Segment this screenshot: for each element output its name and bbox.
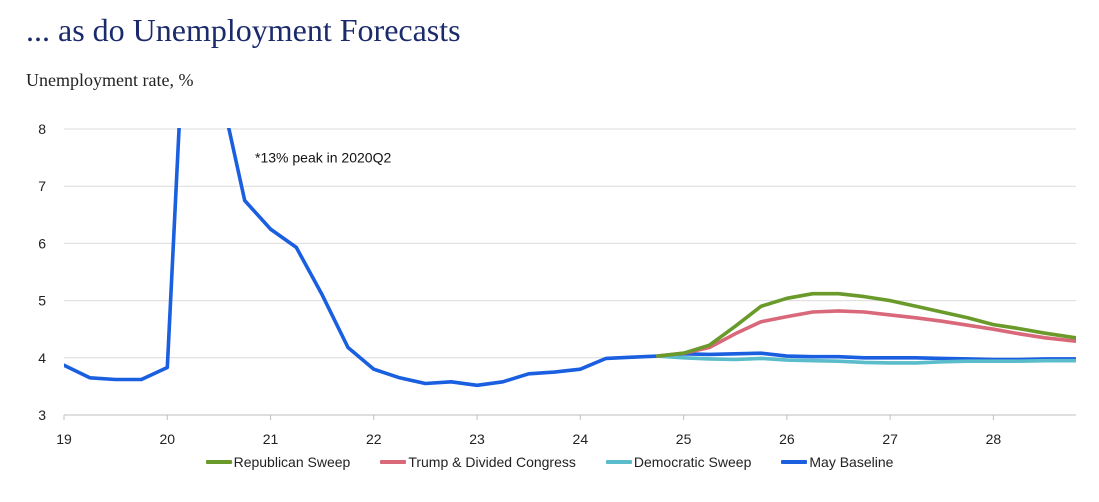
series-line-republican-sweep — [656, 291, 1076, 358]
x-tick-label: 28 — [986, 431, 1002, 447]
legend-label: Democratic Sweep — [633, 454, 752, 470]
x-tick-label: 23 — [469, 431, 485, 447]
legend-label: May Baseline — [809, 454, 894, 470]
series-line-may-baseline — [64, 128, 1076, 388]
y-axis-label: Unemployment rate, % — [26, 70, 194, 90]
y-tick-label: 8 — [38, 121, 46, 137]
legend-item-democratic-sweep: Democratic Sweep — [605, 454, 752, 470]
x-tick-label: 21 — [263, 431, 279, 447]
legend-swatch — [380, 460, 407, 464]
x-tick-label: 22 — [366, 431, 382, 447]
chart-title: ... as do Unemployment Forecasts — [26, 12, 461, 48]
x-tick-label: 24 — [573, 431, 589, 447]
y-tick-label: 7 — [38, 178, 46, 194]
peak-annotation: *13% peak in 2020Q2 — [255, 150, 391, 166]
x-tick-label: 25 — [676, 431, 692, 447]
legend-item-republican-sweep: Republican Sweep — [205, 454, 351, 470]
series-line-democratic-sweep — [656, 354, 1076, 365]
legend-swatch — [781, 460, 808, 464]
legend-label: Trump & Divided Congress — [408, 454, 576, 470]
legend-item-trump-divided-congress: Trump & Divided Congress — [380, 454, 576, 470]
y-tick-label: 4 — [38, 350, 46, 366]
x-tick-label: 26 — [779, 431, 795, 447]
chart-legend: Republican Sweep Trump & Divided Congress… — [0, 454, 1099, 470]
x-tick-label: 27 — [882, 431, 898, 447]
y-tick-label: 5 — [38, 293, 46, 309]
x-tick-label: 20 — [159, 431, 175, 447]
series-line-trump-divided-congress — [656, 309, 1076, 358]
y-tick-label: 3 — [38, 407, 46, 423]
legend-item-may-baseline: May Baseline — [781, 454, 893, 470]
legend-label: Republican Sweep — [233, 454, 351, 470]
x-tick-label: 19 — [56, 431, 72, 447]
legend-swatch — [605, 460, 632, 464]
legend-swatch — [205, 460, 232, 464]
y-tick-label: 6 — [38, 235, 46, 251]
